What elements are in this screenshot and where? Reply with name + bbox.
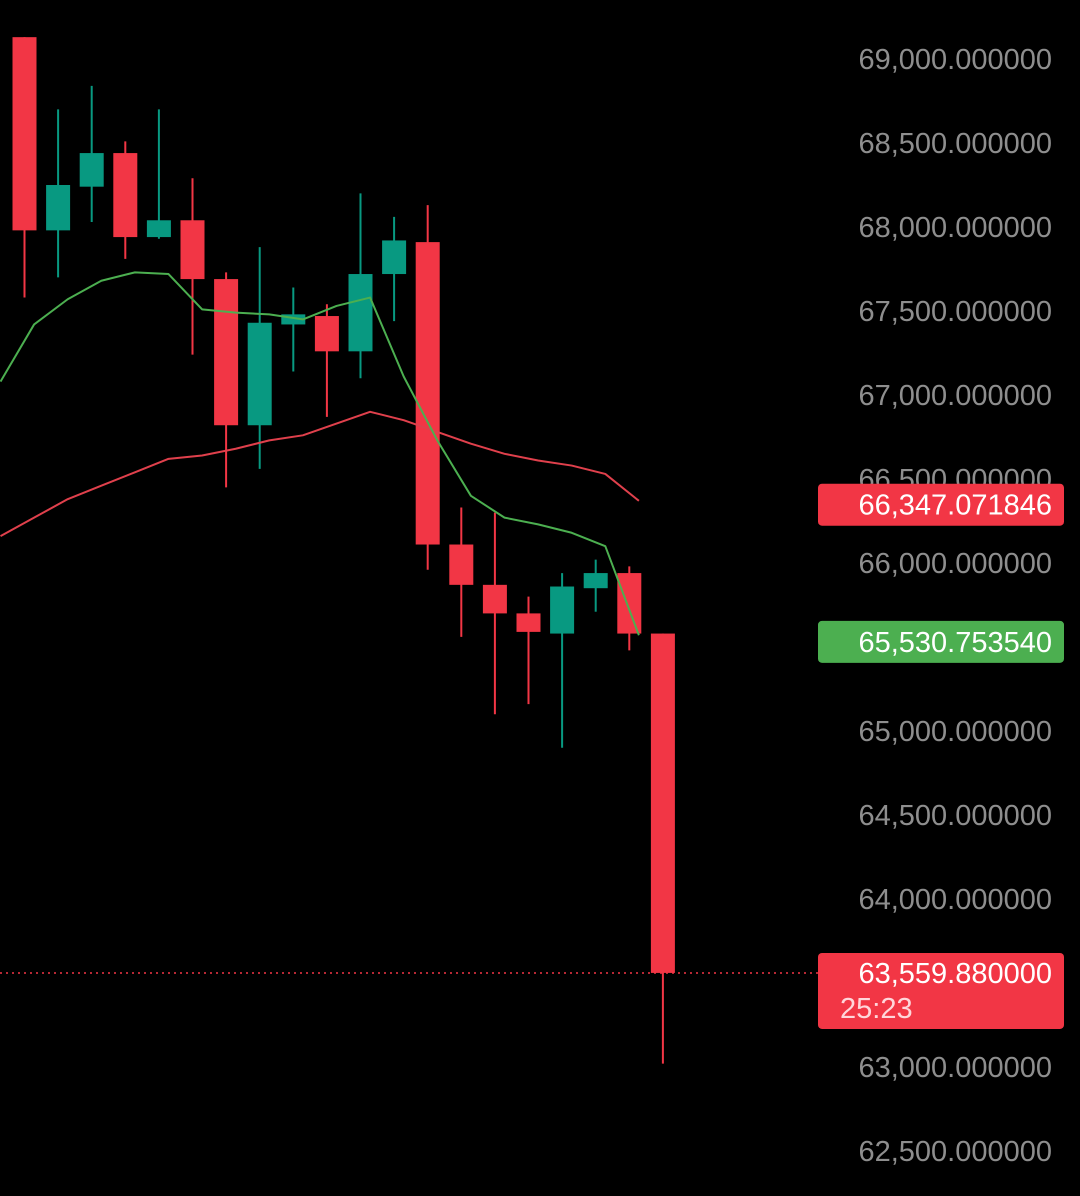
y-tick-label: 67,500.000000 [858,296,1052,328]
candle-body [314,316,339,352]
candle-body [180,220,205,280]
candles-layer [12,37,675,1064]
price-axis: 69,000.000000 68,500.000000 68,000.000000 6… [858,44,1052,1168]
candle-body [650,633,675,973]
candle [79,85,104,222]
candle-body [516,613,541,632]
candle [46,109,71,278]
candle-body [281,314,306,325]
candle [314,304,339,417]
candle [650,633,675,1064]
moving-averages-layer [0,271,640,636]
candle [415,205,440,570]
price-tag: 65,530.753540 [818,620,1064,663]
y-tick-label: 65,000.000000 [858,716,1052,748]
candle [382,216,407,322]
y-tick-label: 68,500.000000 [858,128,1052,160]
last-price-tag-background [818,952,1064,1029]
price-tag-background [818,483,1064,526]
y-tick-label: 67,000.000000 [858,380,1052,412]
candle [113,141,138,259]
candle [180,178,205,355]
y-tick-label: 68,000.000000 [858,212,1052,244]
candle-body [617,573,642,634]
candle-body [482,584,507,614]
price-tag-background [818,620,1064,663]
candle-body [583,573,608,589]
candle-body [113,153,138,238]
candle [516,596,541,705]
candle-body [79,153,104,187]
candle-countdown: 25:23 [840,993,913,1025]
price-tag: 66,347.071846 [818,483,1064,526]
candle [146,109,171,239]
ma-fast-line [0,271,640,636]
candle [550,573,575,748]
price-tag-label: 65,530.753540 [858,627,1052,659]
candle-body [348,274,373,352]
candle-body [214,279,239,426]
candle-body [46,185,71,231]
candle-body [415,242,440,545]
y-tick-label: 66,000.000000 [858,548,1052,580]
candle-body [12,37,37,231]
candle [482,512,507,715]
last-price-label: 63,559.880000 [858,958,1052,990]
candle-body [247,322,272,426]
candle [583,559,608,612]
candle [214,272,239,488]
y-tick-label: 69,000.000000 [858,44,1052,76]
y-tick-label: 64,500.000000 [858,800,1052,832]
candle [281,287,306,372]
candle-body [550,586,575,634]
candle-body [449,544,474,585]
y-tick-label: 64,000.000000 [858,884,1052,916]
candle [348,193,373,379]
candle-body [382,240,407,275]
price-tags-layer: 66,347.071846 65,530.753540 63,559.8800002… [818,483,1064,1029]
y-tick-label: 63,000.000000 [858,1052,1052,1084]
candle [449,507,474,637]
y-tick-label: 62,500.000000 [858,1136,1052,1168]
candle [247,247,272,469]
candle [12,37,37,298]
price-tag-label: 66,347.071846 [858,490,1052,522]
candle-body [146,220,171,238]
ma-slow-line [0,410,640,537]
